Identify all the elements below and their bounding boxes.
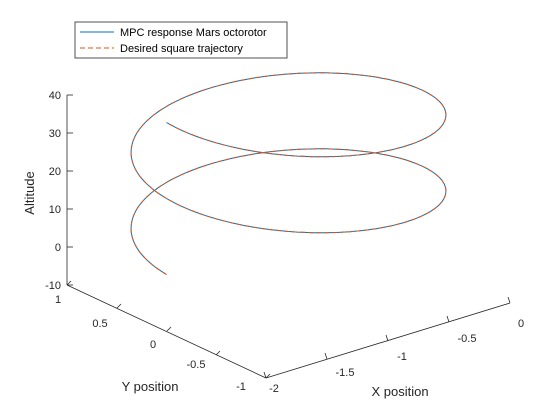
y-tick-label: -0.5 bbox=[187, 359, 206, 371]
y-tick-label: 1 bbox=[55, 294, 61, 306]
x-tick-mark bbox=[385, 334, 389, 342]
y-tick-mark bbox=[166, 326, 172, 332]
x-tick-mark bbox=[324, 352, 328, 360]
legend-box bbox=[74, 21, 288, 59]
x-tick-label: -2 bbox=[269, 383, 279, 395]
legend: MPC response Mars octorotor Desired squa… bbox=[74, 21, 288, 59]
x-ticks: -2 -1.5 -1 -0.5 0 bbox=[263, 296, 524, 395]
x-tick-label: 0 bbox=[518, 318, 524, 330]
x-axis-label: X position bbox=[371, 384, 428, 399]
z-axis-label: Altitude bbox=[22, 171, 37, 214]
x-tick-mark bbox=[446, 315, 450, 323]
x-tick-label: -1.5 bbox=[336, 367, 355, 379]
x-tick-mark bbox=[263, 371, 267, 379]
legend-label: MPC response Mars octorotor bbox=[120, 27, 267, 39]
y-axis-label: Y position bbox=[122, 379, 179, 394]
x-tick-mark bbox=[507, 296, 511, 304]
z-tick-label: -10 bbox=[45, 280, 61, 292]
z-ticks: -10 0 10 20 30 40 bbox=[45, 90, 73, 292]
y-tick-mark bbox=[265, 373, 271, 379]
z-tick-label: 40 bbox=[49, 90, 61, 102]
z-tick-label: 10 bbox=[49, 204, 61, 216]
y-ticks: 1 0.5 0 -0.5 -1 bbox=[55, 280, 271, 393]
y-tick-mark bbox=[215, 350, 221, 356]
y-tick-mark bbox=[66, 280, 72, 286]
series-line-desired-trajectory bbox=[130, 72, 447, 275]
x-tick-label: -0.5 bbox=[458, 333, 477, 345]
z-tick-label: 0 bbox=[55, 242, 61, 254]
z-tick-label: 20 bbox=[49, 166, 61, 178]
y-tick-mark bbox=[116, 303, 122, 309]
y-tick-label: -1 bbox=[236, 381, 246, 393]
y-tick-label: 0.5 bbox=[92, 318, 107, 330]
x-tick-label: -1 bbox=[397, 351, 407, 363]
y-tick-label: 0 bbox=[150, 339, 156, 351]
legend-label: Desired square trajectory bbox=[120, 43, 243, 55]
z-tick-label: 30 bbox=[49, 128, 61, 140]
y-axis-line bbox=[66, 284, 267, 379]
